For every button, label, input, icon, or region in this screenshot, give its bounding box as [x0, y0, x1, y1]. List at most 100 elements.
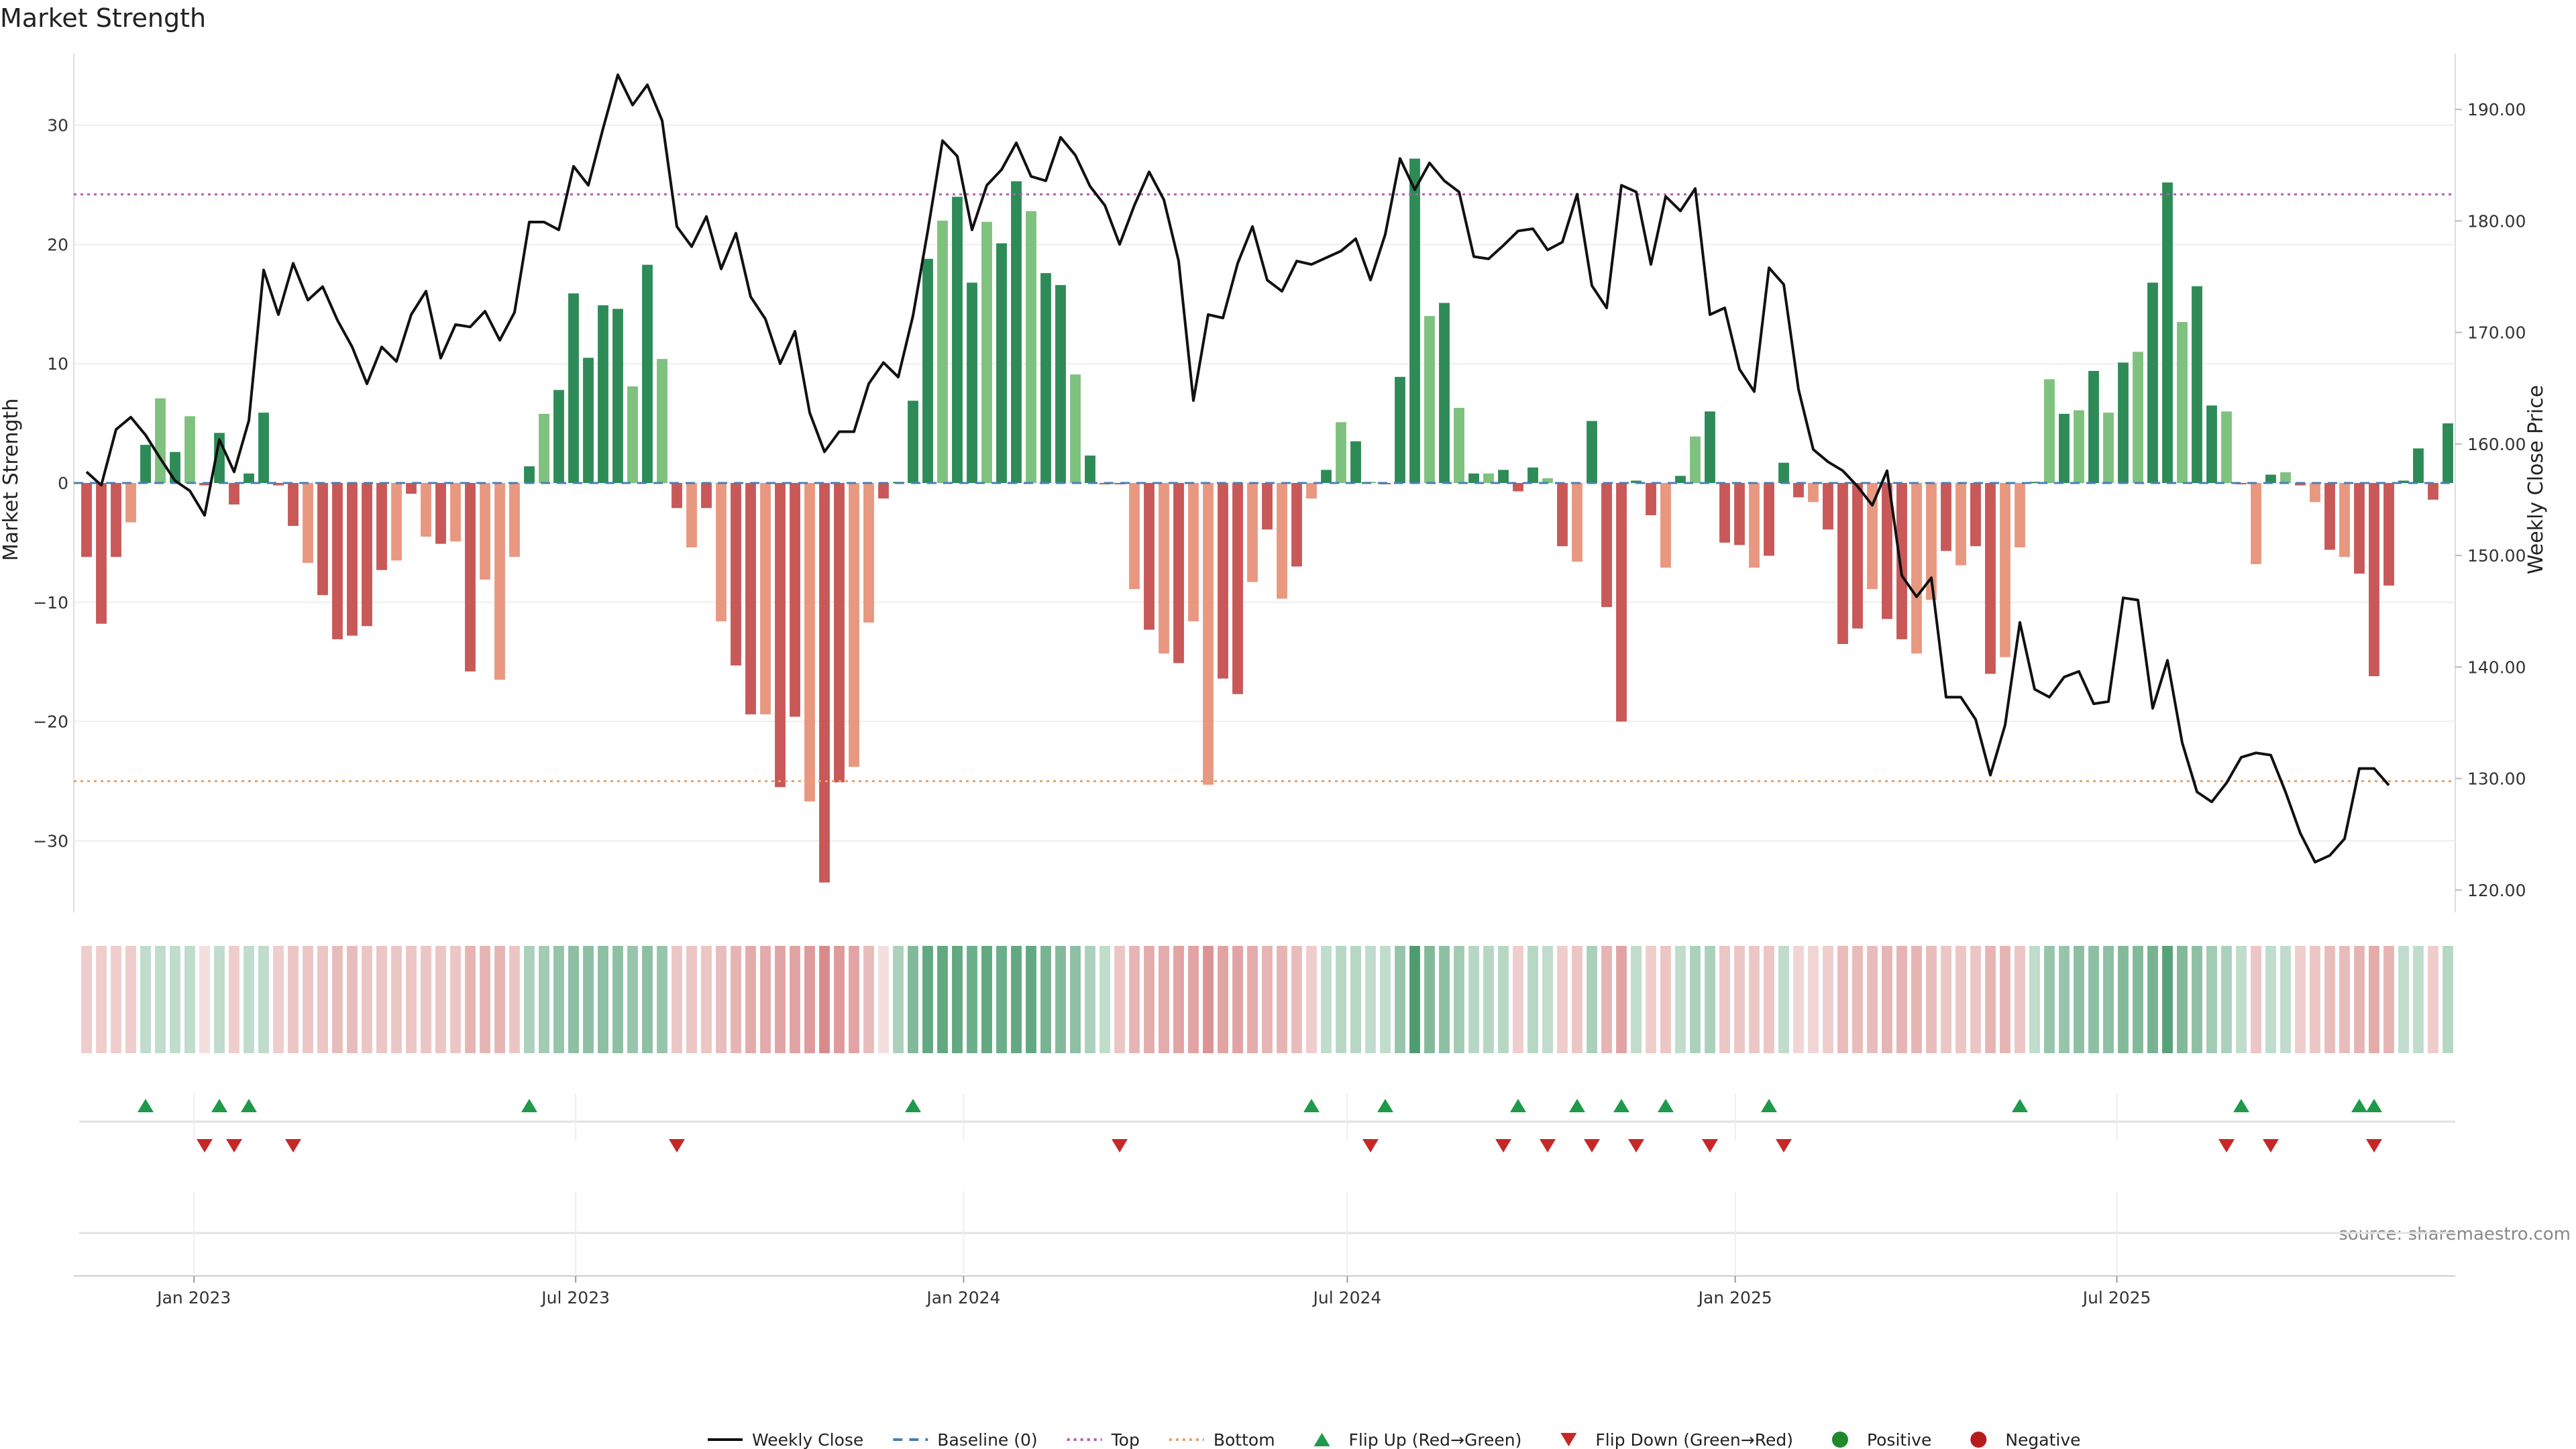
left-tick-label: −10 — [33, 593, 68, 612]
strength-bar — [1572, 483, 1582, 562]
heat-cell — [2221, 946, 2232, 1053]
right-tick-label: 190.00 — [2467, 100, 2526, 119]
strength-bar — [1454, 408, 1464, 483]
strength-bar — [1867, 483, 1878, 590]
heat-cell — [2236, 946, 2247, 1053]
strength-bar — [2310, 483, 2320, 502]
heat-cell — [790, 946, 800, 1053]
heat-cell — [1557, 946, 1568, 1053]
right-tick-label: 180.00 — [2467, 211, 2526, 231]
heat-cell — [1675, 946, 1686, 1053]
strength-bar — [1232, 483, 1243, 694]
strength-bar — [317, 483, 328, 596]
strength-bar — [494, 483, 505, 680]
heat-cell — [1291, 946, 1302, 1053]
strength-bar — [1114, 483, 1125, 484]
strength-bar — [155, 398, 166, 483]
strength-bar — [2103, 413, 2114, 483]
legend-label: Flip Up (Red→Green) — [1349, 1430, 1522, 1449]
heat-cell — [1542, 946, 1553, 1053]
heat-cell — [819, 946, 830, 1053]
heat-cell — [1085, 946, 1095, 1053]
heat-cell — [332, 946, 343, 1053]
heat-cell — [81, 946, 92, 1053]
strength-bar — [2147, 282, 2158, 483]
heat-cell — [1173, 946, 1184, 1053]
strength-bar — [1778, 462, 1789, 483]
flip-up-marker — [2233, 1099, 2249, 1112]
strength-bar — [1808, 483, 1819, 502]
heat-cell — [1277, 946, 1287, 1053]
flip-up-marker — [2366, 1099, 2382, 1112]
right-tick-label: 170.00 — [2467, 323, 2526, 343]
heat-cell — [184, 946, 195, 1053]
strength-bar — [1188, 483, 1199, 622]
heat-cell — [1144, 946, 1155, 1053]
strength-bar — [1837, 483, 1848, 644]
strength-bar — [2251, 483, 2261, 564]
strength-bar — [2059, 413, 2070, 483]
heat-cell — [1749, 946, 1760, 1053]
strength-bar — [2074, 410, 2084, 483]
strength-bar — [2221, 411, 2232, 483]
flip-down-marker — [2366, 1139, 2382, 1152]
strength-bar — [2162, 182, 2173, 483]
strength-bar — [878, 483, 889, 499]
flip-up-marker — [138, 1099, 154, 1112]
strength-bar — [1336, 422, 1346, 483]
axis-ticks: 30 20 10 0 −10 −20 −30 190.00 180.00 170.00 160.00… — [33, 100, 2526, 1307]
heat-cell — [1926, 946, 1937, 1053]
strength-bar — [922, 258, 933, 483]
heat-cell — [1764, 946, 1774, 1053]
heat-cell — [893, 946, 904, 1053]
left-tick-label: −20 — [33, 712, 68, 732]
strength-bar — [1070, 374, 1081, 483]
strength-bars — [81, 158, 2453, 883]
strength-bar — [642, 264, 653, 483]
heat-cell — [1808, 946, 1819, 1053]
strength-bar — [2398, 480, 2409, 483]
flip-down-marker — [1112, 1139, 1128, 1152]
heat-cell — [1778, 946, 1789, 1053]
flip-up-marker — [1569, 1099, 1585, 1112]
grid-layer — [73, 54, 2456, 1277]
strength-bar — [1719, 483, 1730, 543]
strength-bar — [2383, 483, 2394, 586]
heat-cell — [111, 946, 121, 1053]
heat-cell — [2000, 946, 2010, 1053]
strength-bar — [376, 483, 387, 570]
strength-bar — [1291, 483, 1302, 567]
flip-down-marker — [1584, 1139, 1600, 1152]
strength-bar — [612, 309, 623, 483]
strength-bar — [1468, 473, 1479, 483]
heat-cell — [2383, 946, 2394, 1053]
strength-bar — [2000, 483, 2010, 657]
heat-cell — [1026, 946, 1036, 1053]
strength-bar — [170, 451, 180, 483]
strength-bar — [1483, 473, 1494, 483]
heat-cell — [1070, 946, 1081, 1053]
strength-bar — [1896, 483, 1907, 639]
strength-bar — [1631, 480, 1642, 483]
strength-bar — [199, 483, 210, 486]
strength-bar — [1439, 303, 1450, 483]
heat-cell — [686, 946, 697, 1053]
heat-cell — [1336, 946, 1346, 1053]
heat-cell — [1970, 946, 1981, 1053]
heat-cell — [2015, 946, 2025, 1053]
heat-cell — [1365, 946, 1376, 1053]
strength-bar — [406, 483, 417, 494]
strength-bar — [2295, 483, 2306, 486]
strength-bar — [1306, 483, 1317, 499]
legend-swatch-negative — [1970, 1432, 1987, 1448]
strength-bar — [849, 483, 859, 767]
heat-cell — [1705, 946, 1715, 1053]
strength-bar — [657, 359, 667, 483]
heat-cell — [1572, 946, 1582, 1053]
flip-up-marker — [1613, 1099, 1629, 1112]
chart-title: Market Strength — [0, 3, 206, 33]
heat-cell — [760, 946, 771, 1053]
heat-cell — [539, 946, 549, 1053]
strength-bar — [2118, 362, 2129, 483]
heat-cell — [480, 946, 490, 1053]
